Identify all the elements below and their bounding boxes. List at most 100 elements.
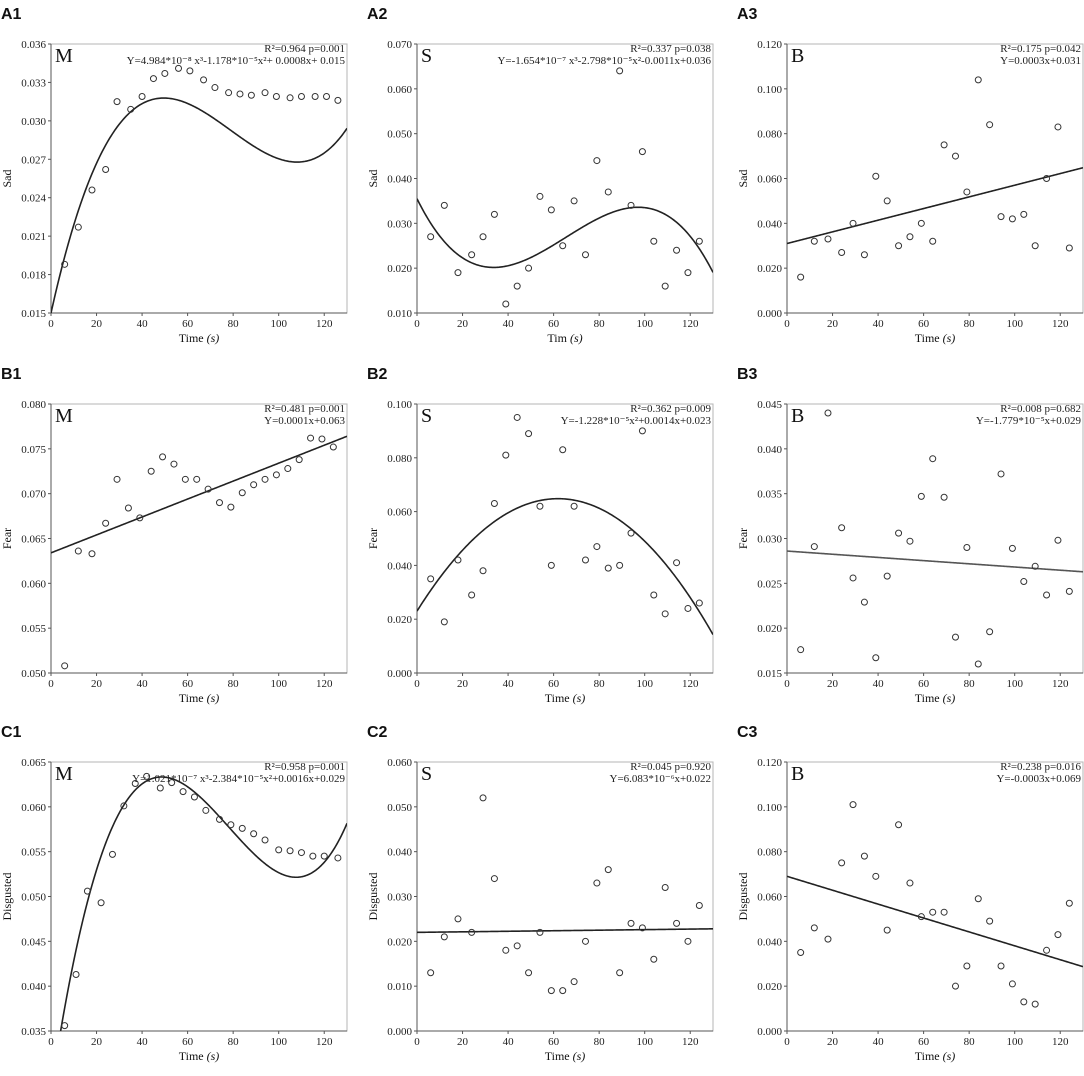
y-tick-label: 0.030 [387,892,412,904]
y-tick-label: 0.080 [757,129,782,141]
y-tick-label: 0.045 [757,399,782,411]
fit-line [787,550,1083,573]
x-tick-label: 100 [270,1036,287,1048]
panel-label: C2 [367,724,388,741]
data-point [490,500,498,508]
data-point [454,269,462,277]
data-point [323,93,331,101]
y-axis-title: Disgusted [366,873,380,921]
x-tick-label: 120 [316,678,333,690]
y-tick-label: 0.040 [757,936,782,948]
data-point [906,537,914,545]
y-tick-label: 0.060 [387,507,412,519]
data-point [895,821,903,829]
fit-annotation: Y=-1.654*10⁻⁷ x³-2.798*10⁻⁵x²-0.0011x+0.… [497,55,711,67]
data-point [204,485,212,493]
fit-annotation: R²=0.045 p=0.920 [630,761,711,773]
x-tick-label: 120 [1052,1036,1069,1048]
x-tick-label: 100 [1006,678,1023,690]
y-axis-title: Sad [366,170,380,188]
data-point [525,430,533,438]
x-tick-label: 0 [414,318,420,330]
y-tick-label: 0.015 [21,308,46,320]
y-tick-label: 0.035 [757,489,782,501]
data-point [170,460,178,468]
y-tick-label: 0.035 [21,1026,46,1038]
x-tick-label: 120 [316,1036,333,1048]
x-tick-label: 0 [48,678,54,690]
data-point [810,543,818,551]
data-point [138,93,146,101]
data-point [88,550,96,558]
x-tick-label: 60 [182,318,194,330]
data-point [193,475,201,483]
data-point [536,192,544,200]
data-point [650,591,658,599]
data-point [986,917,994,925]
data-point [684,604,692,612]
data-point [1031,562,1039,570]
group-letter: M [55,405,73,427]
data-point [61,1022,69,1030]
y-tick-label: 0.080 [757,847,782,859]
data-point [61,260,69,268]
data-point [159,453,167,461]
data-point [797,646,805,654]
y-tick-label: 0.070 [387,39,412,51]
data-point [181,475,189,483]
x-axis-title: Time (s) [545,1049,586,1063]
y-tick-label: 0.080 [21,399,46,411]
data-point [238,489,246,497]
data-point [661,610,669,618]
panel-label: B3 [737,366,758,383]
y-tick-label: 0.040 [387,847,412,859]
fit-annotation: Y=4.984*10⁻⁸ x³-1.178*10⁻⁵x²+ 0.0008x+ 0… [127,55,346,67]
x-tick-label: 60 [918,318,930,330]
x-tick-label: 0 [784,678,790,690]
y-tick-label: 0.000 [387,668,412,680]
data-point [536,502,544,510]
group-letter: S [421,45,432,67]
x-tick-label: 0 [784,1036,790,1048]
data-point [143,772,151,780]
data-point [917,219,925,227]
data-point [74,547,82,555]
data-point [1054,536,1062,544]
x-tick-label: 100 [1006,318,1023,330]
y-tick-label: 0.040 [757,444,782,456]
y-tick-label: 0.100 [387,399,412,411]
fit-line [417,928,713,934]
plot-frame [786,403,1084,674]
data-point [810,237,818,245]
data-point [872,172,880,180]
panel-label: B1 [1,366,22,383]
data-point [906,233,914,241]
x-tick-label: 40 [873,1036,885,1048]
data-point [684,937,692,945]
x-tick-label: 20 [457,1036,469,1048]
data-point [261,475,269,483]
data-point [297,93,305,101]
x-tick-label: 20 [457,678,469,690]
data-point [247,91,255,99]
y-tick-label: 0.050 [387,129,412,141]
panel-b1: B1M R²=0.481 p=0.001Y=0.0001x+0.0630.0500… [0,366,348,705]
data-point [284,465,292,473]
data-point [502,451,510,459]
data-point [838,248,846,256]
x-tick-label: 100 [270,678,287,690]
y-tick-label: 0.030 [757,534,782,546]
group-letter: M [55,763,73,785]
data-point [810,924,818,932]
x-axis-title-text: Time [915,331,943,345]
data-point [149,75,157,83]
x-tick-label: 40 [873,318,885,330]
y-tick-label: 0.055 [21,623,46,635]
data-point [179,788,187,796]
x-tick-label: 80 [594,678,606,690]
x-tick-label: 0 [48,318,54,330]
y-tick-label: 0.060 [387,84,412,96]
data-point [161,69,169,77]
data-point [872,654,880,662]
data-point [1054,123,1062,131]
